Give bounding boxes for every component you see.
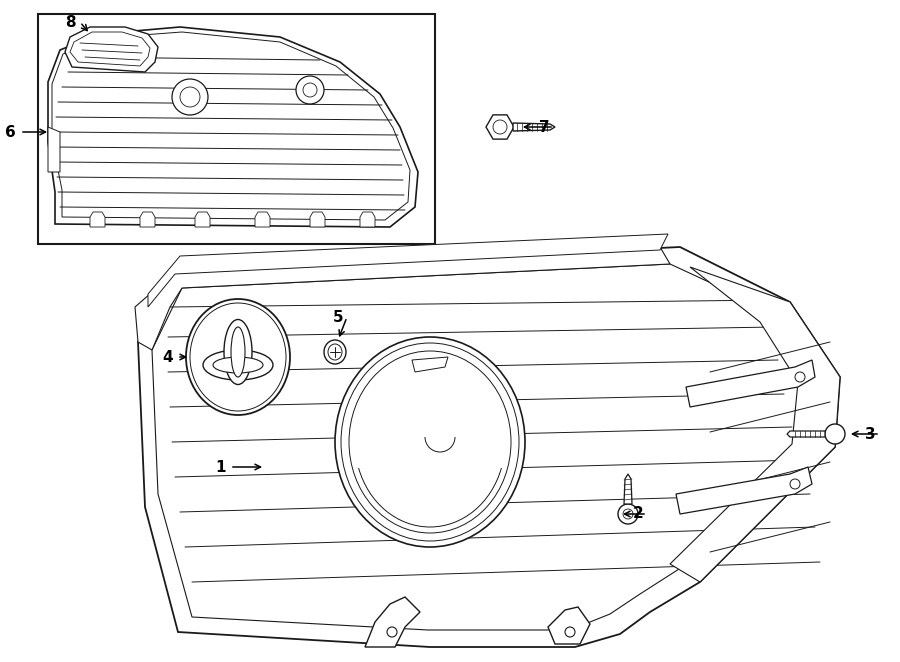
Polygon shape — [140, 212, 155, 227]
Text: 8: 8 — [66, 15, 76, 30]
Ellipse shape — [349, 351, 511, 533]
Text: 6: 6 — [5, 124, 16, 140]
Text: 5: 5 — [332, 310, 343, 324]
Polygon shape — [195, 212, 210, 227]
Polygon shape — [90, 212, 105, 227]
Polygon shape — [135, 247, 670, 350]
Polygon shape — [255, 212, 270, 227]
Polygon shape — [310, 212, 325, 227]
Ellipse shape — [203, 350, 273, 380]
Polygon shape — [624, 474, 632, 504]
Polygon shape — [686, 360, 815, 407]
Circle shape — [303, 83, 317, 97]
Circle shape — [296, 76, 324, 104]
Ellipse shape — [341, 343, 519, 541]
Ellipse shape — [231, 327, 245, 377]
Polygon shape — [148, 234, 668, 307]
Ellipse shape — [328, 344, 342, 360]
Polygon shape — [65, 27, 158, 72]
Circle shape — [180, 87, 200, 107]
Polygon shape — [365, 597, 420, 647]
Ellipse shape — [213, 357, 263, 373]
Text: 2: 2 — [632, 506, 643, 522]
Bar — [38, 14, 435, 244]
Polygon shape — [138, 247, 840, 647]
Polygon shape — [48, 27, 418, 227]
Circle shape — [493, 120, 507, 134]
Polygon shape — [48, 127, 60, 172]
Circle shape — [825, 424, 845, 444]
Circle shape — [790, 479, 800, 489]
Text: 3: 3 — [866, 426, 876, 442]
Text: 1: 1 — [215, 459, 226, 475]
Polygon shape — [152, 264, 824, 630]
Polygon shape — [70, 32, 150, 66]
Polygon shape — [513, 123, 555, 131]
Polygon shape — [676, 467, 812, 514]
Ellipse shape — [335, 337, 525, 547]
Circle shape — [387, 627, 397, 637]
Circle shape — [618, 504, 638, 524]
Polygon shape — [52, 32, 410, 220]
Polygon shape — [360, 212, 375, 227]
Polygon shape — [787, 431, 825, 437]
Ellipse shape — [324, 340, 346, 364]
Circle shape — [565, 627, 575, 637]
Ellipse shape — [186, 299, 290, 415]
Polygon shape — [486, 115, 514, 139]
Polygon shape — [670, 267, 840, 582]
Circle shape — [623, 509, 633, 519]
Circle shape — [795, 372, 805, 382]
Ellipse shape — [190, 303, 286, 411]
Text: 4: 4 — [162, 350, 173, 365]
Ellipse shape — [224, 320, 252, 385]
Circle shape — [172, 79, 208, 115]
Polygon shape — [412, 357, 448, 372]
Text: 7: 7 — [539, 120, 550, 134]
Polygon shape — [548, 607, 590, 644]
